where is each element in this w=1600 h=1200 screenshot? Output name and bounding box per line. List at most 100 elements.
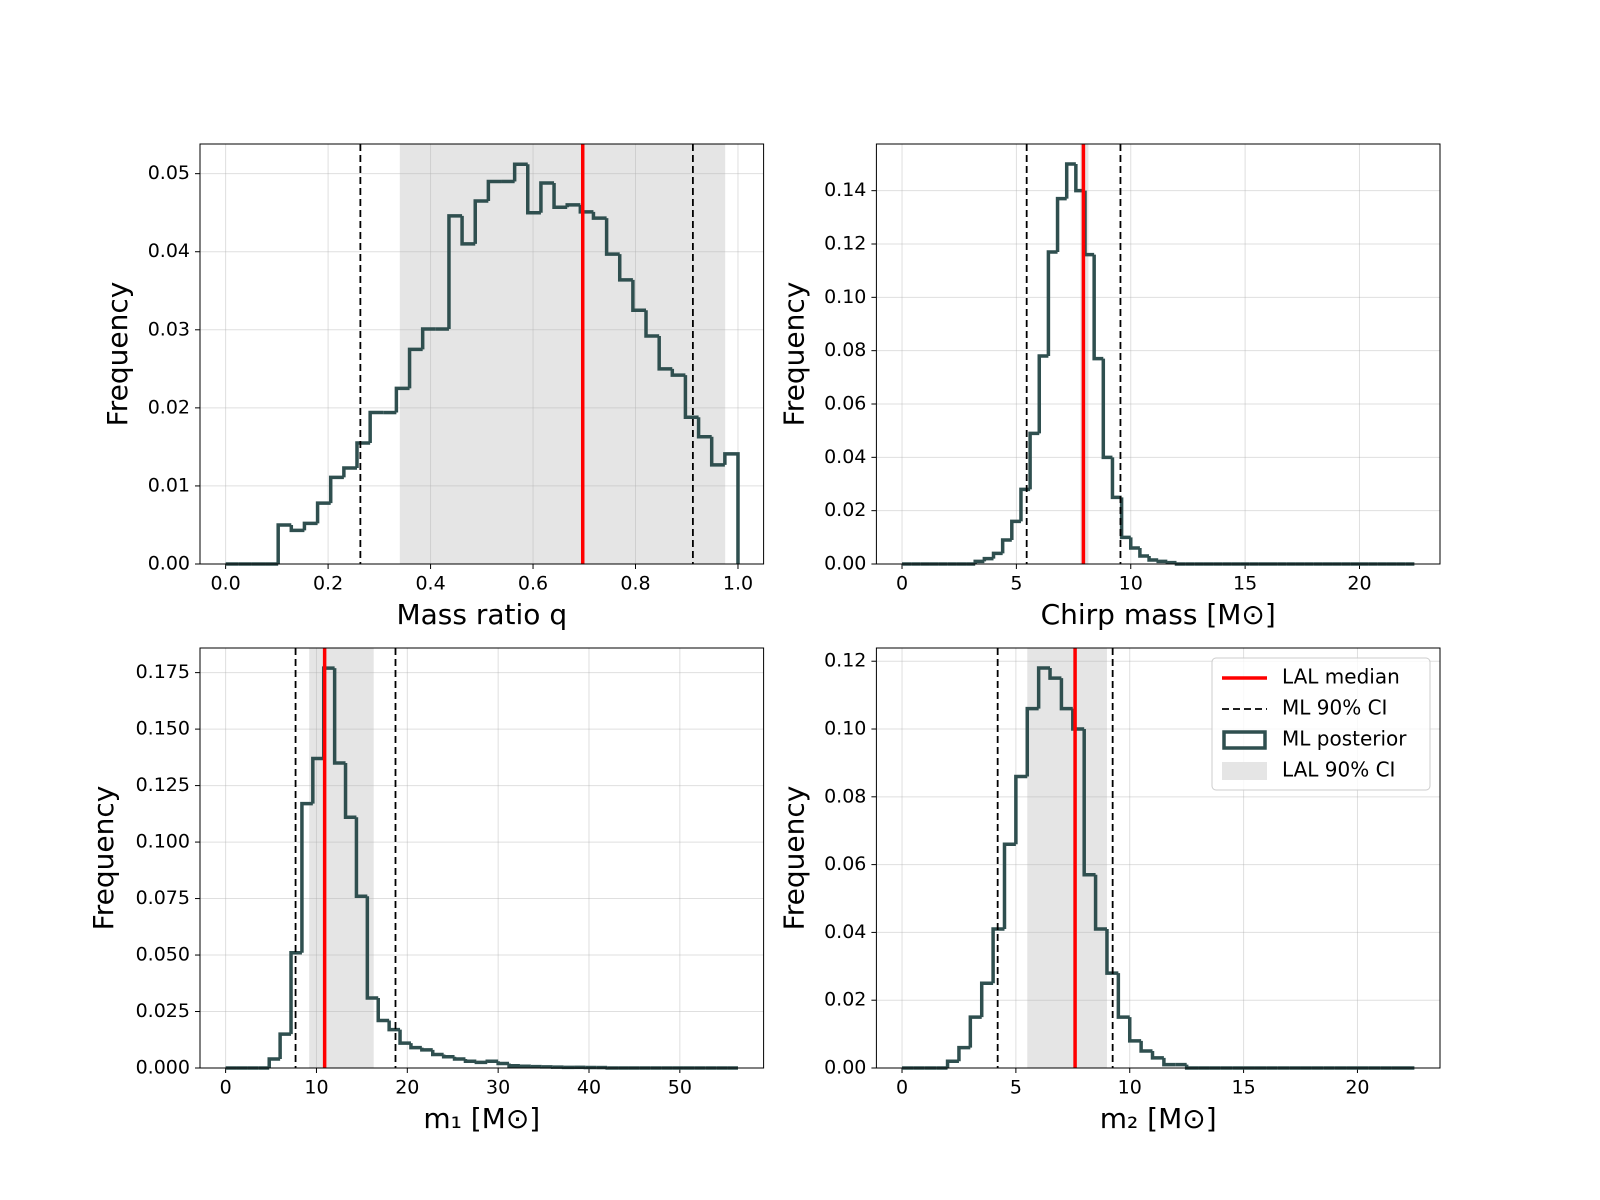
x-axis-label: Chirp mass [M⊙]	[1041, 598, 1276, 631]
histogram-bin	[968, 1015, 982, 1048]
lal-ci-span	[399, 144, 726, 564]
histogram-bin	[973, 559, 985, 564]
axes-frame	[199, 143, 765, 565]
histogram-bin	[420, 1047, 433, 1052]
histogram-bin	[1000, 538, 1012, 554]
y-tick-label: 0.05	[148, 162, 190, 184]
y-tick-label: 0.000	[136, 1057, 190, 1079]
y-axis-label: Frequency	[87, 786, 120, 931]
histogram-bin	[300, 801, 313, 953]
y-tick-label: 0.025	[136, 1000, 190, 1022]
histogram-bin	[683, 375, 699, 419]
histogram-bin	[1147, 556, 1159, 562]
histogram-bin	[723, 452, 740, 564]
histogram-bin	[365, 896, 379, 1000]
x-tick-label: 20	[1345, 1077, 1369, 1099]
axes-frame	[199, 647, 765, 1069]
histogram-bin	[1162, 1057, 1176, 1067]
histogram-bin	[1119, 497, 1131, 540]
x-tick-label: 5	[1010, 1077, 1022, 1099]
histogram-bin	[486, 179, 502, 201]
x-tick-label: 40	[577, 1077, 601, 1099]
histogram-bin	[368, 410, 384, 443]
x-tick-label: 0.4	[415, 573, 445, 595]
legend-handle	[1222, 762, 1267, 780]
y-tick-label: 0.100	[136, 831, 190, 853]
histogram-bin	[441, 1054, 455, 1059]
histogram-bin	[1083, 190, 1095, 257]
histogram-bin	[709, 436, 725, 467]
histogram-bin	[565, 203, 581, 208]
histogram-bin	[315, 501, 331, 524]
histogram-bin	[526, 164, 541, 215]
y-tick-label: 0.050	[136, 944, 190, 966]
x-tick-label: 0	[896, 1077, 908, 1099]
histogram-bin	[1139, 1040, 1153, 1053]
x-tick-label: 10	[1119, 573, 1143, 595]
histogram-bin	[276, 523, 292, 564]
lal-ci-span	[1027, 648, 1107, 1068]
histogram-bin	[398, 1029, 411, 1045]
x-tick-label: 1.0	[723, 573, 753, 595]
histogram-bin	[552, 183, 568, 209]
histogram-bin	[332, 668, 346, 765]
y-tick-label: 0.06	[824, 393, 866, 415]
legend-label: LAL median	[1282, 665, 1400, 689]
histogram-bin	[485, 1059, 499, 1063]
histogram-bin	[328, 475, 344, 504]
histogram-bin	[1059, 678, 1073, 711]
x-tick-label: 15	[1233, 573, 1257, 595]
histogram-bin	[957, 1045, 971, 1062]
histogram-bin	[1138, 548, 1150, 558]
y-tick-label: 0.04	[824, 921, 866, 943]
histogram-bin	[1082, 729, 1096, 877]
histogram-bin	[376, 997, 390, 1023]
histogram-bin	[1048, 668, 1062, 680]
histogram-bin	[311, 756, 324, 804]
histogram-bin	[496, 1061, 510, 1066]
histogram-bin	[409, 1043, 422, 1050]
x-tick-label: 20	[1347, 573, 1371, 595]
histogram-bin	[1156, 559, 1168, 564]
histogram-bin	[1150, 1051, 1164, 1060]
y-tick-label: 0.01	[148, 474, 190, 496]
x-tick-label: 0	[896, 573, 908, 595]
histogram-bin	[591, 211, 607, 220]
histogram-bin	[1165, 560, 1177, 565]
y-tick-label: 0.02	[824, 989, 866, 1011]
x-tick-label: 20	[395, 1077, 419, 1099]
x-tick-label: 5	[1010, 573, 1022, 595]
histogram-bin	[512, 162, 528, 182]
x-tick-label: 10	[304, 1077, 328, 1099]
x-tick-label: 15	[1232, 1077, 1256, 1099]
histogram-bin	[289, 524, 305, 533]
x-tick-label: 0.8	[620, 573, 650, 595]
legend-box	[1211, 657, 1431, 791]
histogram-bin	[1064, 162, 1076, 199]
histogram-bin	[945, 1059, 959, 1068]
histogram-bin	[474, 1060, 488, 1065]
histogram-bin	[267, 1057, 281, 1068]
y-tick-label: 0.06	[824, 853, 866, 875]
y-axis-label: Frequency	[777, 786, 810, 931]
histogram-bin	[507, 1063, 520, 1068]
histogram-bin	[1071, 708, 1085, 731]
histogram-bin	[342, 466, 357, 478]
histogram-bin	[1025, 706, 1039, 777]
y-tick-label: 0.00	[824, 553, 866, 575]
x-tick-label: 50	[668, 1077, 692, 1099]
histogram-bin	[1105, 929, 1119, 975]
y-tick-label: 0.08	[824, 785, 866, 807]
y-tick-label: 0.175	[136, 661, 190, 683]
legend-label: ML 90% CI	[1282, 696, 1387, 720]
histogram-bin	[354, 817, 368, 899]
y-tick-label: 0.08	[824, 339, 866, 361]
histogram-bin	[631, 279, 647, 313]
y-axis-label: Frequency	[777, 282, 810, 427]
y-tick-label: 0.10	[824, 718, 866, 740]
y-tick-label: 0.04	[824, 446, 866, 468]
histogram-bin	[578, 204, 594, 214]
x-tick-label: 0.0	[211, 573, 241, 595]
axes-frame	[875, 143, 1441, 565]
x-tick-label: 0.2	[313, 573, 343, 595]
